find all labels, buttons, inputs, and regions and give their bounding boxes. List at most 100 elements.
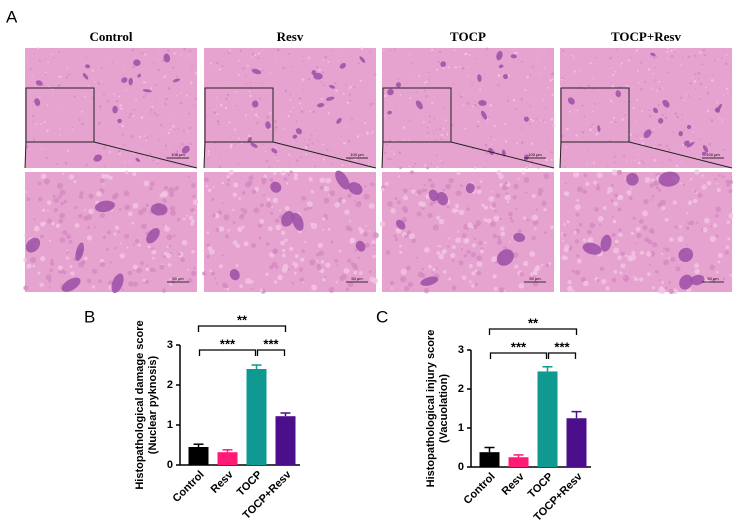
texture <box>216 60 217 62</box>
texture <box>180 257 186 263</box>
texture <box>402 188 408 194</box>
texture <box>23 285 29 291</box>
texture <box>672 131 674 134</box>
texture <box>188 215 194 220</box>
texture <box>113 93 115 95</box>
zoom-line <box>559 141 562 169</box>
texture <box>594 207 599 212</box>
texture <box>539 72 541 75</box>
texture <box>141 150 143 153</box>
texture <box>344 125 347 128</box>
texture <box>438 253 444 260</box>
texture <box>360 68 362 70</box>
texture <box>710 119 714 122</box>
texture <box>278 209 282 212</box>
cell <box>702 145 709 153</box>
texture <box>665 247 670 252</box>
texture <box>26 197 31 202</box>
texture <box>471 84 473 87</box>
texture <box>276 48 280 52</box>
texture <box>552 124 556 127</box>
texture <box>58 194 62 199</box>
texture <box>360 47 364 51</box>
texture <box>39 123 42 125</box>
texture <box>661 161 663 164</box>
texture <box>386 144 388 146</box>
texture <box>250 242 257 249</box>
texture <box>217 123 220 126</box>
texture <box>282 55 284 57</box>
texture <box>224 106 228 110</box>
texture <box>665 123 668 125</box>
texture <box>187 131 189 133</box>
texture <box>406 265 411 271</box>
texture <box>130 134 132 136</box>
texture <box>287 114 290 118</box>
texture <box>171 112 172 113</box>
cell <box>251 68 262 75</box>
texture <box>97 279 102 284</box>
significance-bracket <box>256 349 286 356</box>
texture <box>302 60 304 63</box>
texture <box>105 247 109 251</box>
texture <box>729 273 733 277</box>
texture <box>87 225 91 229</box>
texture <box>525 191 528 194</box>
texture <box>374 85 375 87</box>
texture <box>38 59 40 61</box>
texture <box>320 81 323 83</box>
texture <box>490 190 493 193</box>
texture <box>307 56 310 59</box>
texture <box>576 254 580 258</box>
texture <box>687 55 691 59</box>
texture <box>435 128 438 131</box>
texture <box>651 131 654 134</box>
texture <box>474 81 476 83</box>
texture <box>425 80 428 83</box>
texture <box>73 180 77 184</box>
texture <box>533 275 537 278</box>
texture <box>137 209 144 216</box>
texture <box>99 212 106 219</box>
texture <box>562 77 564 80</box>
scale-label: 100 μm <box>528 152 542 157</box>
texture <box>679 96 683 99</box>
texture <box>497 73 501 77</box>
zoom-line <box>24 141 27 169</box>
texture <box>701 63 704 66</box>
texture <box>652 124 654 126</box>
texture <box>488 196 495 202</box>
texture <box>497 84 500 87</box>
y-tick-label: 1 <box>458 422 464 434</box>
texture <box>121 288 124 291</box>
texture <box>519 272 524 277</box>
zoom-line <box>93 141 198 169</box>
texture <box>269 178 274 183</box>
texture <box>411 62 414 65</box>
texture <box>532 219 539 226</box>
texture <box>536 59 538 61</box>
texture <box>226 287 230 291</box>
texture <box>74 205 78 210</box>
texture <box>721 118 724 121</box>
texture <box>24 190 28 194</box>
texture <box>706 91 710 95</box>
texture <box>432 267 436 272</box>
texture <box>430 49 434 52</box>
texture <box>682 57 684 59</box>
texture <box>720 57 723 59</box>
texture <box>504 194 511 201</box>
texture <box>185 94 188 97</box>
texture <box>416 189 423 195</box>
texture <box>582 189 588 195</box>
bar <box>566 418 587 467</box>
texture <box>482 217 488 223</box>
texture <box>118 152 122 155</box>
texture <box>62 172 65 175</box>
texture <box>155 97 158 100</box>
histology-image: 100 μm <box>560 47 732 169</box>
texture <box>477 120 480 123</box>
texture <box>647 68 651 71</box>
significance-label: *** <box>220 336 236 351</box>
texture <box>207 246 213 251</box>
